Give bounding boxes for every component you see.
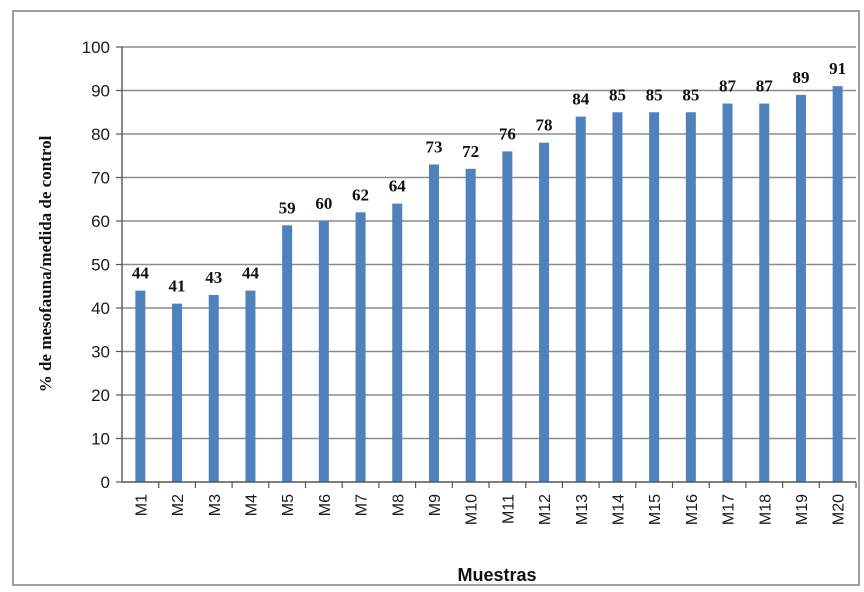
y-tick-label: 60 — [91, 212, 110, 231]
data-label: 85 — [682, 85, 699, 104]
data-label: 64 — [389, 177, 407, 196]
x-tick-label: M11 — [500, 494, 517, 524]
bar — [135, 290, 146, 482]
x-tick-label: M12 — [537, 494, 554, 525]
data-label: 44 — [242, 264, 260, 283]
bar — [612, 112, 623, 482]
data-label: 91 — [829, 59, 846, 78]
x-tick-label: M8 — [390, 494, 407, 516]
bar — [172, 303, 183, 482]
data-label: 43 — [205, 268, 222, 287]
bar — [392, 203, 403, 482]
data-label: 59 — [279, 198, 296, 217]
x-tick-label: M6 — [317, 494, 334, 516]
y-axis-title: % de mesofauna/medida de control — [36, 135, 55, 392]
data-label: 73 — [425, 137, 442, 156]
bar — [575, 116, 586, 482]
x-tick-label: M2 — [170, 494, 187, 516]
x-tick-label: M7 — [354, 494, 371, 516]
y-tick-label: 40 — [91, 299, 110, 318]
y-tick-label: 90 — [91, 82, 110, 101]
y-tick-label: 80 — [91, 125, 110, 144]
y-tick-label: 50 — [91, 256, 110, 275]
x-tick-label: M15 — [647, 494, 664, 525]
x-tick-label: M16 — [684, 494, 701, 525]
data-labels: 44 41 43 44 59 60 62 64 73 72 76 78 84 85 85 85 87 87 89 91 — [132, 59, 846, 296]
bar — [795, 94, 806, 482]
data-label: 85 — [646, 85, 663, 104]
x-tick-label: M9 — [427, 494, 444, 516]
x-tick-label: M5 — [280, 494, 297, 516]
y-tick-label: 20 — [91, 386, 110, 405]
x-tick-label: M4 — [243, 494, 260, 516]
x-tick-label: M14 — [610, 494, 627, 525]
data-label: 89 — [792, 68, 809, 87]
data-label: 84 — [572, 90, 590, 109]
bar — [649, 112, 660, 482]
gridlines — [122, 46, 856, 440]
data-label: 87 — [719, 77, 737, 96]
x-tick-label: M17 — [721, 494, 738, 525]
y-tick-label: 0 — [101, 473, 110, 492]
data-label: 72 — [462, 142, 479, 161]
data-label: 78 — [536, 116, 553, 135]
bar — [685, 112, 696, 482]
bar — [318, 221, 329, 482]
y-tick-label: 10 — [91, 430, 110, 449]
bar — [759, 103, 770, 483]
bar — [502, 151, 513, 482]
x-tick-label: M3 — [207, 494, 224, 516]
x-tick-label: M20 — [831, 494, 848, 525]
x-tick-label: M10 — [464, 494, 481, 525]
x-tick-label: M13 — [574, 494, 591, 525]
data-label: 76 — [499, 124, 516, 143]
bar — [282, 225, 293, 482]
bar — [722, 103, 733, 483]
bar — [539, 142, 550, 482]
data-label: 44 — [132, 264, 150, 283]
bar — [465, 168, 476, 483]
bar — [832, 86, 843, 483]
data-label: 41 — [169, 277, 186, 296]
data-label: 85 — [609, 85, 626, 104]
data-label: 87 — [756, 77, 774, 96]
x-tick-label: M19 — [794, 494, 811, 525]
bar — [208, 294, 219, 482]
data-label: 60 — [315, 194, 332, 213]
x-tick-label: M18 — [757, 494, 774, 525]
x-tick-label: M1 — [133, 494, 150, 516]
y-tick-label: 30 — [91, 343, 110, 362]
bar — [355, 212, 366, 483]
axes: 0 10 20 30 40 50 60 70 80 90 100 M1 M2 M3 M4 M5 M6 M7 M8 M9… — [82, 38, 857, 525]
y-tick-label: 100 — [82, 38, 110, 57]
bar — [428, 164, 439, 482]
bar — [245, 290, 256, 482]
data-label: 62 — [352, 185, 369, 204]
y-tick-label: 70 — [91, 169, 110, 188]
x-axis-title: Muestras — [457, 565, 536, 585]
bars — [135, 86, 843, 483]
